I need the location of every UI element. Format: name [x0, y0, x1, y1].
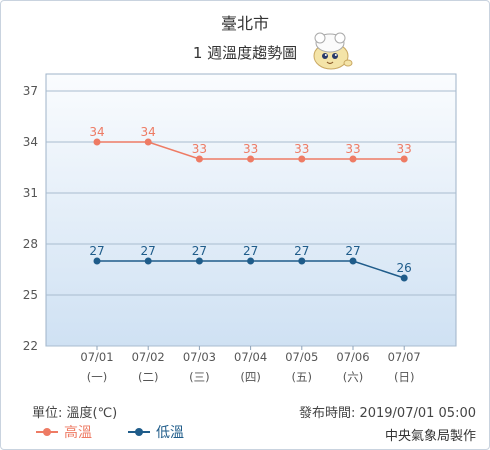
data-point	[400, 274, 408, 282]
data-point	[93, 257, 101, 265]
data-point	[349, 257, 357, 265]
x-weekday-label: (二)	[138, 370, 158, 384]
legend-high-marker-icon	[36, 427, 58, 437]
y-tick-label: 34	[23, 135, 38, 149]
data-label: 34	[89, 125, 104, 139]
data-point	[247, 155, 255, 163]
data-point	[298, 155, 306, 163]
data-label: 27	[89, 244, 104, 258]
x-tick-label: 07/02	[132, 350, 165, 364]
data-label: 27	[141, 244, 156, 258]
data-label: 33	[345, 142, 360, 156]
plot-area	[45, 73, 457, 347]
data-label: 33	[243, 142, 258, 156]
data-point	[93, 138, 101, 146]
unit-label: 單位: 溫度(℃)	[32, 406, 118, 421]
x-tick-label: 07/07	[388, 350, 421, 364]
data-point	[144, 138, 152, 146]
x-weekday-label: (三)	[189, 370, 209, 384]
data-label: 26	[397, 261, 412, 275]
y-tick-label: 31	[23, 186, 38, 200]
x-tick-label: 07/04	[234, 350, 267, 364]
data-point	[144, 257, 152, 265]
x-tick-label: 07/06	[336, 350, 369, 364]
y-tick-label: 22	[23, 339, 38, 353]
legend-high-label: 高溫	[64, 425, 92, 441]
data-label: 27	[243, 244, 258, 258]
legend-low-marker-icon	[128, 427, 150, 437]
data-label: 33	[294, 142, 309, 156]
legend-item-high: 高溫	[36, 422, 92, 442]
data-label: 27	[345, 244, 360, 258]
x-weekday-label: (五)	[292, 370, 312, 384]
data-point	[195, 257, 203, 265]
data-point	[400, 155, 408, 163]
x-weekday-label: (一)	[87, 370, 107, 384]
data-label: 33	[192, 142, 207, 156]
x-tick-label: 07/05	[285, 350, 318, 364]
temperature-line-chart: 22 25 28 31 34 37 07/01 (一) 07/02 (二) 07/03 (三) 07/…	[23, 73, 457, 384]
data-point	[247, 257, 255, 265]
y-tick-label: 37	[23, 84, 38, 98]
legend-low-label: 低溫	[156, 425, 184, 441]
data-point	[195, 155, 203, 163]
weather-mascot-icon	[313, 32, 353, 70]
chart-subtitle: 1 週溫度趨勢圖	[192, 44, 298, 62]
data-label: 27	[294, 244, 309, 258]
agency-credit: 中央氣象局製作	[384, 429, 476, 444]
data-point	[298, 257, 306, 265]
x-tick-label: 07/03	[183, 350, 216, 364]
data-point	[349, 155, 357, 163]
data-label: 34	[141, 125, 156, 139]
x-weekday-label: (四)	[240, 370, 260, 384]
x-tick-label: 07/01	[80, 350, 113, 364]
y-tick-label: 25	[23, 288, 38, 302]
issued-time: 發布時間: 2019/07/01 05:00	[298, 406, 476, 421]
x-weekday-label: (六)	[343, 370, 363, 384]
legend-item-low: 低溫	[128, 422, 184, 442]
x-weekday-label: (日)	[394, 370, 414, 384]
y-tick-label: 28	[23, 237, 38, 251]
chart-title-location: 臺北市	[220, 14, 269, 33]
data-label: 33	[397, 142, 412, 156]
data-label: 27	[192, 244, 207, 258]
